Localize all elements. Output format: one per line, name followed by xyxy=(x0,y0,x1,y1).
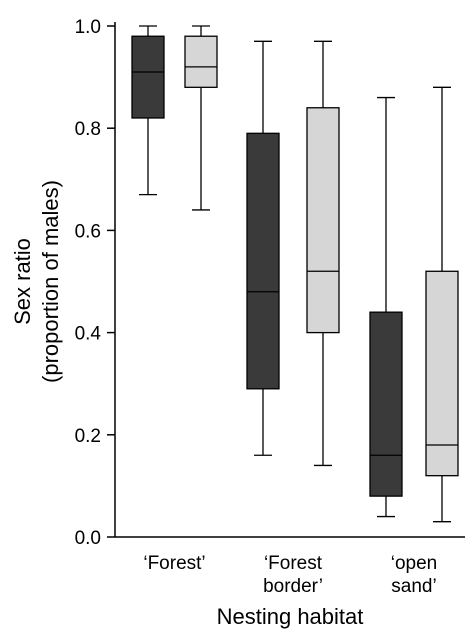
category-label: ‘Forest’ xyxy=(143,553,205,574)
x-axis-category-labels: ‘Forest’ ‘Forest border’ ‘open sand’ xyxy=(143,553,437,597)
box-5 xyxy=(369,96,403,518)
y-axis-title-line: (proportion of males) xyxy=(38,180,63,383)
axes xyxy=(114,22,465,538)
y-tick-label: 1.0 xyxy=(75,17,101,38)
category-label-line: ‘Forest’ xyxy=(143,553,205,574)
y-tick-label: 0.0 xyxy=(75,528,101,549)
y-axis-title-line: Sex ratio xyxy=(10,238,35,325)
box-iqr xyxy=(425,270,459,477)
y-tick-label: 0.6 xyxy=(75,221,101,242)
box-iqr xyxy=(369,311,403,497)
category-label: ‘open sand’ xyxy=(391,553,438,597)
category-label: ‘Forest border’ xyxy=(263,553,323,597)
box-iqr xyxy=(306,107,340,334)
box-3 xyxy=(246,40,280,456)
box-group xyxy=(131,25,459,523)
box-iqr xyxy=(184,35,218,88)
y-axis-ticks: 0.0 0.2 0.4 0.6 0.8 1.0 xyxy=(75,17,115,549)
y-axis-title: Sex ratio (proportion of males) xyxy=(10,180,63,383)
box-4 xyxy=(306,40,340,467)
box-1 xyxy=(131,25,165,196)
category-label-line: border’ xyxy=(263,576,323,597)
box-6 xyxy=(425,86,459,523)
box-iqr xyxy=(131,35,165,119)
y-tick-label: 0.2 xyxy=(75,426,101,447)
y-tick-label: 0.8 xyxy=(75,119,101,140)
x-axis-title: Nesting habitat xyxy=(217,604,364,629)
category-label-line: sand’ xyxy=(391,576,436,597)
y-tick-label: 0.4 xyxy=(75,324,102,345)
category-label-line: ‘open xyxy=(391,553,438,574)
box-2 xyxy=(184,25,218,211)
box-iqr xyxy=(246,132,280,390)
category-label-line: ‘Forest xyxy=(264,553,323,574)
